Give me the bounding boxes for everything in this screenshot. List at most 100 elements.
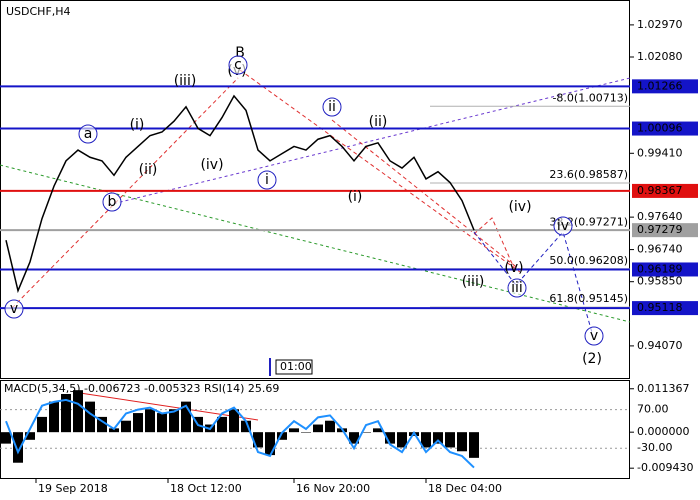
wave-label: (i) [130, 117, 145, 133]
fibonacci-label: -8.0(1.00713) [552, 91, 628, 104]
trend-line [331, 119, 521, 271]
macd-bar [373, 428, 383, 433]
x-tick-label: 18 Oct 12:00 [170, 482, 242, 495]
wave-circle [322, 97, 342, 117]
wave-label: (iv) [508, 199, 531, 215]
wave-circle [553, 216, 573, 236]
x-tick-label: 18 Dec 04:00 [428, 482, 502, 495]
macd-bar [397, 432, 407, 448]
wave-label: (iv) [200, 157, 223, 173]
macd-bar [289, 428, 299, 433]
macd-bar [13, 432, 23, 463]
macd-bar [325, 420, 335, 433]
fibonacci-label: 61.8(0.95145) [549, 292, 628, 305]
wave-label: (iii) [174, 73, 197, 89]
level-label: 0.98367 [637, 184, 683, 197]
macd-bar [265, 432, 275, 456]
macd-bar [301, 432, 311, 433]
macd-bar [1, 432, 11, 444]
wave-label: iv [557, 218, 569, 234]
wave-circle [584, 326, 604, 346]
y-tick-label: 0.000000 [637, 425, 690, 438]
y-tick-label: -0.009430 [637, 461, 693, 474]
y2-tick-label: 70.00 [637, 403, 669, 416]
y-tick-label: 0.96740 [637, 243, 683, 256]
wave-circle [78, 124, 98, 144]
x-tick-label: 19 Sep 2018 [38, 482, 108, 495]
projection [473, 217, 515, 269]
chart-title: USDCHF,H4 [6, 5, 71, 18]
wave-label: (iii) [462, 274, 485, 290]
y-tick-label: 0.011367 [637, 382, 690, 395]
cursor-label: 01:00 [280, 360, 312, 373]
macd-bar [445, 432, 455, 448]
macd-bar [61, 393, 71, 433]
macd-bar [313, 424, 323, 433]
level-label: 0.95118 [637, 301, 683, 314]
level-box [632, 121, 698, 136]
macd-bar [49, 401, 59, 433]
level-box [632, 183, 698, 198]
macd-bar [241, 420, 251, 433]
macd-bar [157, 413, 167, 433]
level-label: 1.01266 [637, 79, 683, 92]
wave-label: B [235, 45, 245, 61]
wave-circle [257, 170, 277, 190]
price-pane [0, 0, 630, 379]
macd-bar [181, 401, 191, 433]
trend-line [11, 77, 239, 309]
macd-bar [97, 416, 107, 433]
y-tick-label: 1.02080 [637, 50, 683, 63]
wave-label: b [108, 194, 117, 210]
indicator-title: MACD(5,34,5) -0.006723 -0.005323 RSI(14)… [4, 382, 279, 395]
macd-bar [457, 432, 467, 452]
wave-label: c [234, 57, 242, 73]
macd-bar [85, 401, 95, 433]
macd-bar [145, 409, 155, 433]
wave-label: (i) [348, 189, 363, 205]
wave-circle [102, 192, 122, 212]
macd-bar [217, 416, 227, 433]
wave-circle [228, 55, 248, 75]
macd-bar [73, 390, 83, 433]
level-box [632, 301, 698, 316]
fibonacci-label: 50.0(0.96208) [549, 254, 628, 267]
cursor-box [275, 359, 313, 375]
level-label: 0.96189 [637, 262, 683, 275]
wave-label: (2) [582, 351, 602, 367]
wave-label: ii [328, 99, 336, 115]
macd-bar [385, 432, 395, 444]
macd-bar [469, 432, 479, 458]
wave-circle [507, 278, 527, 298]
macd-bar [433, 432, 443, 444]
macd-bar [37, 416, 47, 433]
macd-bar [229, 409, 239, 433]
macd-bar [421, 432, 431, 448]
macd-bar [277, 432, 287, 440]
wave-circle [4, 299, 24, 319]
wave-label: v [590, 328, 598, 344]
wave-label: iii [511, 280, 523, 296]
y-tick-label: 1.02970 [637, 18, 683, 31]
level-label: 1.00096 [637, 122, 683, 135]
macd-bar [361, 432, 371, 433]
macd-bar [109, 428, 119, 433]
projection [473, 230, 594, 337]
indicator-line [5, 398, 475, 469]
y2-tick-label: -30.00 [637, 441, 672, 454]
y-tick-label: 0.95850 [637, 275, 683, 288]
level-label: 0.97279 [637, 223, 683, 236]
price-line [5, 94, 475, 294]
macd-bar [349, 432, 359, 444]
divergence-line [79, 392, 259, 421]
macd-bar [121, 420, 131, 433]
wave-label: i [265, 172, 269, 188]
macd-bar [25, 432, 35, 440]
y-tick-label: 0.99410 [637, 146, 683, 159]
trend-line [239, 69, 521, 273]
macd-bar [133, 413, 143, 433]
wave-label: (ii) [139, 162, 158, 178]
y-tick-label: 0.97640 [637, 210, 683, 223]
